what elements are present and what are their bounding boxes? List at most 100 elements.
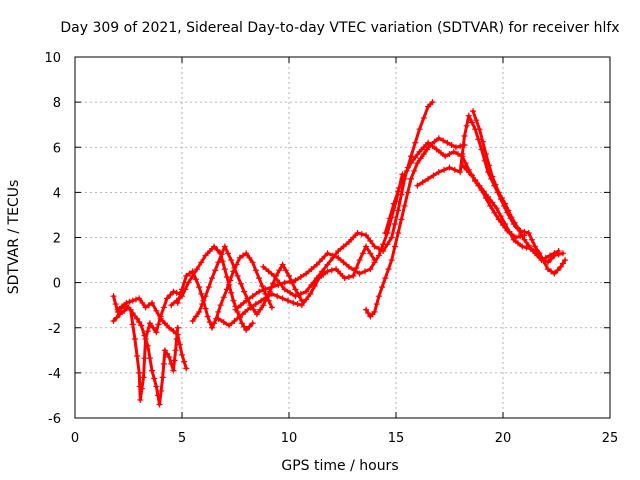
data-point <box>373 301 380 308</box>
data-point <box>363 243 370 250</box>
data-point <box>542 254 549 261</box>
data-point <box>324 261 331 268</box>
data-point <box>380 248 387 255</box>
data-point <box>227 277 234 284</box>
data-point <box>146 355 153 362</box>
data-point <box>262 286 269 293</box>
data-point <box>365 310 372 317</box>
data-point <box>166 324 173 331</box>
data-point <box>459 162 466 169</box>
data-point <box>489 199 496 206</box>
data-point <box>303 288 310 295</box>
data-point <box>375 245 382 252</box>
data-point <box>214 246 221 253</box>
data-point <box>411 167 418 174</box>
data-point <box>220 319 227 326</box>
data-point <box>441 166 448 173</box>
data-point <box>181 358 188 365</box>
data-point <box>363 306 370 313</box>
data-point <box>112 301 119 308</box>
data-point <box>149 367 156 374</box>
data-point <box>446 151 453 158</box>
data-point <box>141 355 148 362</box>
data-point <box>141 332 148 339</box>
data-point <box>284 297 291 304</box>
data-point <box>206 319 213 326</box>
data-point <box>173 289 180 296</box>
data-point <box>557 263 564 270</box>
data-point <box>328 267 335 274</box>
data-point <box>404 189 411 196</box>
data-point <box>467 171 474 178</box>
data-point <box>502 200 509 207</box>
data-point <box>151 375 158 382</box>
data-point <box>119 303 126 310</box>
data-point <box>311 283 318 290</box>
data-point <box>279 261 286 268</box>
data-point <box>220 294 227 301</box>
data-point <box>333 266 340 273</box>
data-point <box>324 250 331 257</box>
data-point <box>431 138 438 145</box>
data-point <box>138 322 145 329</box>
data-point <box>367 266 374 273</box>
data-point <box>359 250 366 257</box>
data-point <box>231 264 238 271</box>
data-point <box>388 234 395 241</box>
data-point <box>385 266 392 273</box>
chart-title: Day 309 of 2021, Sidereal Day-to-day VTE… <box>60 20 619 36</box>
data-point <box>463 122 470 129</box>
data-point <box>241 288 248 295</box>
data-point <box>412 139 419 146</box>
data-point <box>335 248 342 255</box>
data-point <box>268 304 275 311</box>
data-point <box>281 279 288 286</box>
data-point <box>243 297 250 304</box>
data-point <box>170 288 177 295</box>
data-point <box>164 350 171 357</box>
data-point <box>193 266 200 273</box>
data-point <box>206 248 213 255</box>
data-point <box>457 169 464 176</box>
data-point <box>287 289 294 296</box>
data-point <box>485 193 492 200</box>
data-point <box>121 307 128 314</box>
data-point <box>529 248 536 255</box>
data-point <box>292 277 299 284</box>
data-point <box>417 155 424 162</box>
data-point <box>548 255 555 262</box>
data-point <box>125 304 132 311</box>
data-point <box>250 306 257 313</box>
data-point <box>337 270 344 277</box>
data-point <box>171 357 178 364</box>
data-point <box>218 251 225 258</box>
data-point <box>375 293 382 300</box>
data-point <box>215 315 222 322</box>
data-point <box>450 148 457 155</box>
data-point <box>562 257 569 264</box>
data-point <box>495 189 502 196</box>
data-point <box>189 317 196 324</box>
data-point <box>215 308 222 315</box>
data-point <box>253 311 260 318</box>
data-point <box>290 299 297 306</box>
data-point <box>232 306 239 313</box>
y-axis-label: SDTVAR / TECUs <box>6 180 22 295</box>
data-point <box>198 290 205 297</box>
data-point <box>351 267 358 274</box>
data-point <box>142 304 149 311</box>
data-point <box>451 166 458 173</box>
data-point <box>276 279 283 286</box>
data-point <box>164 295 171 302</box>
axis-ticks: 0 5 10 15 20 25 -6 -4 -2 0 2 4 6 8 10 <box>44 51 618 446</box>
data-point <box>259 283 266 290</box>
data-point <box>425 175 432 182</box>
data-point <box>420 151 427 158</box>
data-point <box>492 181 499 188</box>
data-point <box>429 143 436 150</box>
data-point <box>170 328 177 335</box>
data-point <box>153 307 160 314</box>
data-point <box>363 232 370 239</box>
data-point <box>249 293 256 300</box>
